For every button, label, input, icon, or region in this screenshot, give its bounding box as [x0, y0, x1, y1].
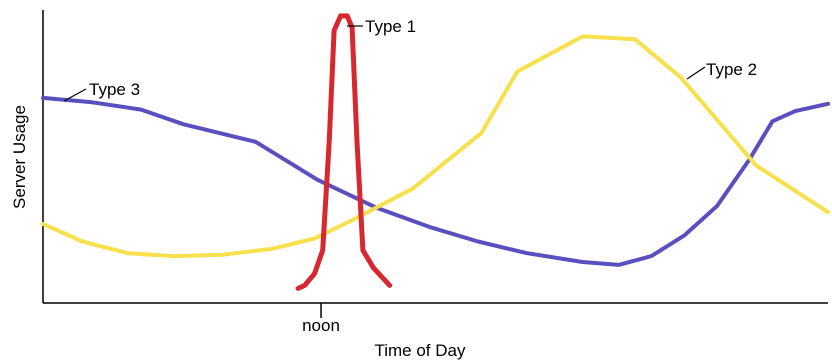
series-line-type-2: [41, 34, 830, 259]
type-2-leader-line: [686, 66, 706, 80]
type-1-label: Type 1: [365, 17, 416, 36]
y-axis-label: Server Usage: [10, 105, 29, 209]
x-axis-label: Time of Day: [374, 341, 466, 360]
x-tick-label-noon: noon: [302, 316, 340, 335]
type-3-label: Type 3: [89, 80, 140, 99]
type-3-leader-line: [63, 88, 87, 102]
series-line-type-3: [41, 95, 830, 267]
series-line-type-1: [295, 13, 393, 291]
type-2-label: Type 2: [706, 60, 757, 79]
